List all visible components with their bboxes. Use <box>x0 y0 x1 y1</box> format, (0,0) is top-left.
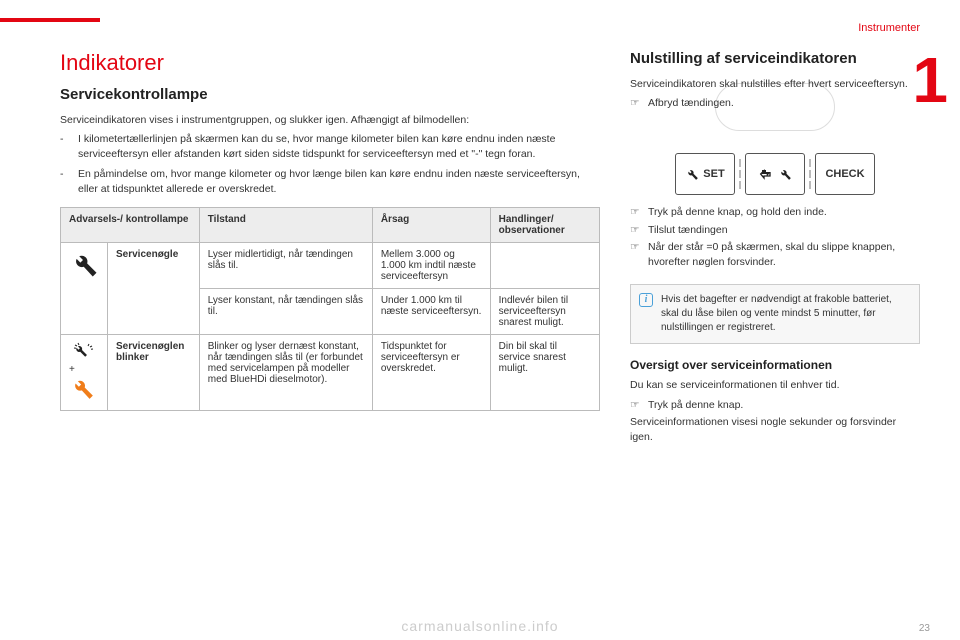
row-label: Servicenøglen blinker <box>108 335 200 411</box>
th-aarsag: Årsag <box>372 208 490 243</box>
info-text: Hvis det bagefter er nødvendigt at frako… <box>661 294 892 333</box>
right-p5: Serviceinformationen visesi nogle sekund… <box>630 415 920 445</box>
set-button: SET <box>675 153 735 195</box>
action-text: Tryk på denne knap. <box>648 398 743 413</box>
row-label-text: Servicenøgle <box>116 249 178 260</box>
return-arrow-icon <box>758 167 774 181</box>
bullet-text: I kilometertællerlinjen på skærmen kan d… <box>78 132 600 162</box>
page-content: Indikatorer Servicekontrollampe Servicei… <box>0 0 960 469</box>
action-afbryd: ☞ Afbryd tændingen. <box>630 96 920 111</box>
row-label: Servicenøgle <box>108 243 200 335</box>
right-title: Nulstilling af serviceindikatoren <box>630 50 920 67</box>
dash: - <box>60 167 68 197</box>
wrench-blink-icon-cell: + <box>61 335 108 411</box>
action-list: ☞ Tryk på denne knap, og hold den inde. ☞… <box>630 205 920 270</box>
watermark: carmanualsonline.info <box>0 618 960 634</box>
cell-handling: Indlevér bilen til serviceeftersyn snare… <box>490 289 599 335</box>
info-icon: i <box>639 293 653 307</box>
cell-aarsag: Under 1.000 km til næste serviceeftersyn… <box>372 289 490 335</box>
wrench-icon-cell <box>61 243 108 335</box>
section-label: Instrumenter <box>858 22 920 34</box>
subtitle: Servicekontrollampe <box>60 86 600 103</box>
action-text: Afbryd tændingen. <box>648 96 734 111</box>
table-row: Servicenøgle Lyser midlertidigt, når tæn… <box>61 243 600 289</box>
action-item: ☞ Tilslut tændingen <box>630 223 920 238</box>
pointer-icon: ☞ <box>630 205 640 220</box>
info-box: i Hvis det bagefter er nødvendigt at fra… <box>630 284 920 344</box>
divider-bars <box>739 159 741 189</box>
cell-aarsag: Mellem 3.000 og 1.000 km indtil næste se… <box>372 243 490 289</box>
action-text: Tilslut tændingen <box>648 223 728 238</box>
check-label: CHECK <box>825 168 864 180</box>
cell-handling <box>490 243 599 289</box>
cell-handling: Din bil skal til service snarest muligt. <box>490 335 599 411</box>
bullet-item: -I kilometertællerlinjen på skærmen kan … <box>60 132 600 162</box>
chapter-number: 1 <box>912 48 948 112</box>
left-column: Indikatorer Servicekontrollampe Servicei… <box>60 50 600 449</box>
pointer-icon: ☞ <box>630 223 640 238</box>
action-item: ☞ Tryk på denne knap, og hold den inde. <box>630 205 920 220</box>
row-label-text: Servicenøglen blinker <box>116 341 184 363</box>
cell-tilstand: Lyser konstant, når tændingen slås til. <box>199 289 372 335</box>
dash: - <box>60 132 68 162</box>
set-label: SET <box>703 168 724 180</box>
th-tilstand: Tilstand <box>199 208 372 243</box>
th-lamp: Advarsels-/ kontrollampe <box>61 208 200 243</box>
table-row: + Servicenøglen blinker Blinker og lyser… <box>61 335 600 411</box>
right-column: Nulstilling af serviceindikatoren Servic… <box>630 50 920 449</box>
action-text: Tryk på denne knap, og hold den inde. <box>648 205 827 220</box>
action-p4: ☞ Tryk på denne knap. <box>630 398 920 413</box>
pointer-icon: ☞ <box>630 96 640 111</box>
bullet-text: En påmindelse om, hvor mange kilometer o… <box>78 167 600 197</box>
cell-tilstand: Blinker og lyser dernæst konstant, når t… <box>199 335 372 411</box>
pointer-icon: ☞ <box>630 240 640 270</box>
wrench-icon <box>69 249 99 279</box>
bullet-item: -En påmindelse om, hvor mange kilometer … <box>60 167 600 197</box>
cell-aarsag: Tidspunktet for serviceeftersyn er overs… <box>372 335 490 411</box>
cell-tilstand: Lyser midlertidigt, når tændingen slås t… <box>199 243 372 289</box>
wrench-small-icon <box>778 167 792 181</box>
right-p1: Serviceindikatoren skal nulstilles efter… <box>630 77 920 92</box>
right-p3: Du kan se serviceinformationen til enhve… <box>630 378 920 393</box>
bullet-list: -I kilometertællerlinjen på skærmen kan … <box>60 132 600 197</box>
plus-sign: + <box>69 364 75 375</box>
action-text: Når der står =0 på skærmen, skal du slip… <box>648 240 920 270</box>
th-handling: Handlinger/ observationer <box>490 208 599 243</box>
wrench-blink-icon <box>69 341 97 364</box>
page-title: Indikatorer <box>60 50 600 76</box>
page-number: 23 <box>919 623 930 634</box>
return-button <box>745 153 805 195</box>
action-item: ☞ Når der står =0 på skærmen, skal du sli… <box>630 240 920 270</box>
button-diagram: SET CHECK <box>630 113 920 195</box>
divider-bars <box>809 159 811 189</box>
intro-text: Serviceindikatoren vises i instrumentgru… <box>60 113 600 128</box>
sub2-title: Oversigt over serviceinformationen <box>630 358 920 372</box>
check-button: CHECK <box>815 153 875 195</box>
warning-table: Advarsels-/ kontrollampe Tilstand Årsag … <box>60 207 600 411</box>
orange-wrench-icon <box>69 375 95 401</box>
wrench-small-icon <box>685 167 699 181</box>
pointer-icon: ☞ <box>630 398 640 413</box>
accent-bar <box>0 18 100 22</box>
